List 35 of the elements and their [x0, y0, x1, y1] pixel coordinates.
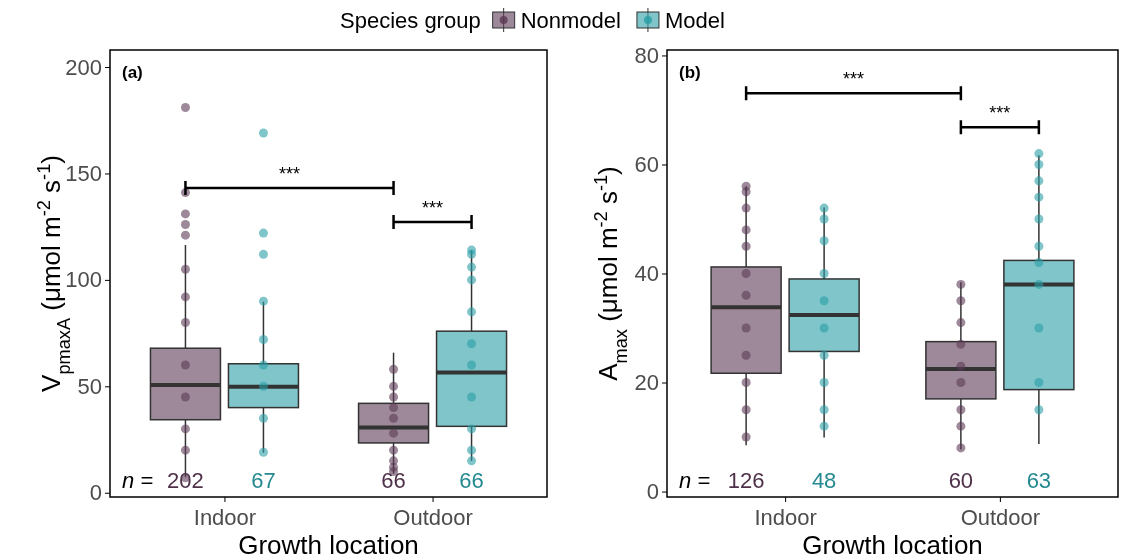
- text: 60: [948, 468, 974, 493]
- y-tick-label: 50: [77, 373, 102, 399]
- annotation: ***: [278, 164, 301, 185]
- text: 66: [381, 468, 406, 493]
- x-tick-label: Indoor: [193, 504, 257, 530]
- annotation: ***: [422, 198, 444, 219]
- y-tick-label: 100: [65, 267, 102, 293]
- y-tick-label: 60: [634, 152, 659, 178]
- x-tick-label: Outdoor: [393, 504, 473, 530]
- annotation: ***: [989, 103, 1011, 124]
- x-tick-label: Outdoor: [960, 504, 1041, 530]
- y-tick-label: 150: [65, 161, 102, 186]
- y-tick-label: 20: [634, 370, 659, 396]
- legend-title: Species group: [340, 8, 481, 33]
- y-tick-label: 40: [634, 261, 659, 287]
- annotation: n =: [679, 468, 711, 493]
- text: (b): [679, 63, 701, 82]
- text: 67: [251, 468, 276, 493]
- legend-label: Nonmodel: [520, 8, 621, 33]
- text: 66: [459, 468, 484, 493]
- text: 48: [811, 468, 837, 493]
- text: 126: [727, 468, 765, 493]
- text: 63: [1026, 468, 1052, 493]
- x-axis-title: Growth location: [802, 530, 983, 560]
- y-tick-label: 200: [65, 54, 102, 80]
- legend-label: Model: [664, 8, 725, 33]
- x-tick-label: Indoor: [754, 504, 817, 530]
- y-tick-label: 80: [634, 42, 659, 68]
- x-axis-title: Growth location: [238, 530, 419, 560]
- annotation: ***: [842, 69, 865, 90]
- text: 202: [167, 468, 204, 493]
- text: (a): [122, 63, 143, 82]
- y-tick-label: 0: [646, 479, 659, 505]
- annotation: n =: [122, 468, 154, 493]
- y-tick-label: 0: [89, 480, 102, 506]
